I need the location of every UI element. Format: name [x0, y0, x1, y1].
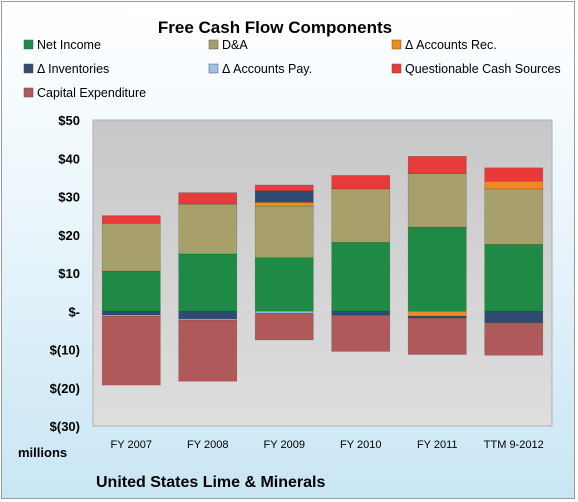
bar-segment-d-a [331, 188, 391, 243]
x-tick-label: FY 2009 [264, 439, 305, 451]
chart-title: Free Cash Flow Components [158, 18, 392, 37]
bar-segment-d-a [254, 205, 314, 259]
bar-segment-d-a [407, 173, 467, 228]
bar-segment-inventories [101, 310, 161, 316]
y-tick-label: $- [68, 304, 80, 319]
legend-label-accounts-pay: Δ Accounts Pay. [222, 62, 312, 76]
y-tick-label: $20 [58, 228, 80, 243]
legend-swatch-net-income [23, 39, 34, 50]
y-tick-label: $50 [58, 113, 80, 128]
bar-segment-questionable-cash-sources [254, 184, 314, 192]
legend-swatch-accounts-pay [208, 63, 219, 74]
x-axis: FY 2007 FY 2008 FY 2009 FY 2010 FY 2011 TTM 9… [111, 439, 544, 451]
y-tick-label: $(10) [50, 343, 80, 358]
bar-segment-d-a [178, 203, 238, 255]
bar-segment-capital-expenditure [331, 314, 391, 352]
unit-label: millions [18, 445, 67, 460]
bar-segment-questionable-cash-sources [407, 156, 467, 174]
x-tick-label: FY 2008 [187, 439, 228, 451]
x-tick-label: FY 2010 [340, 439, 381, 451]
legend-label-capital-expenditure: Capital Expenditure [37, 86, 146, 100]
legend-label-net-income: Net Income [37, 38, 101, 52]
legend-swatch-questionable-cash-sources [391, 63, 402, 74]
y-axis: $(30) $(20) $(10) $- $10 $20 $30 $40 $50 [50, 113, 80, 434]
y-tick-label: $40 [58, 151, 80, 166]
bar-segment-capital-expenditure [484, 322, 544, 356]
bar-segment-capital-expenditure [407, 317, 467, 355]
x-tick-label: TTM 9-2012 [484, 439, 544, 451]
bar-segment-capital-expenditure [254, 312, 314, 341]
bar-segment-net-income [101, 270, 161, 312]
bar-segment-net-income [407, 226, 467, 312]
bars [101, 156, 544, 386]
bar-segment-questionable-cash-sources [331, 175, 391, 190]
legend: Net Income D&A Δ Accounts Rec. Δ Inventorie… [23, 38, 561, 100]
legend-swatch-accounts-rec [391, 39, 402, 50]
y-tick-label: $10 [58, 266, 80, 281]
legend-swatch-d-a [208, 39, 219, 50]
legend-label-d-a: D&A [222, 38, 248, 52]
bar-segment-d-a [101, 222, 161, 272]
x-tick-label: FY 2011 [417, 439, 458, 451]
bar-segment-accounts-rec [254, 201, 314, 207]
legend-label-inventories: Δ Inventories [37, 62, 109, 76]
bar-segment-net-income [484, 244, 544, 312]
bar-segment-questionable-cash-sources [178, 192, 238, 205]
bar-segment-capital-expenditure [178, 319, 238, 382]
plot-area [92, 119, 553, 427]
y-tick-label: $(20) [50, 381, 80, 396]
bar-segment-net-income [178, 253, 238, 312]
y-tick-label: $30 [58, 190, 80, 205]
bar-segment-accounts-rec [484, 180, 544, 190]
legend-swatch-inventories [23, 63, 34, 74]
bar-segment-capital-expenditure [101, 315, 161, 386]
legend-label-questionable-cash-sources: Questionable Cash Sources [405, 62, 561, 76]
company-name: United States Lime & Minerals [96, 474, 325, 491]
bar-segment-questionable-cash-sources [101, 215, 161, 224]
bar-segment-net-income [331, 242, 391, 312]
bar-segment-inventories [331, 310, 391, 316]
bar-segment-net-income [254, 257, 314, 312]
bar-segment-questionable-cash-sources [484, 167, 544, 182]
legend-label-accounts-rec: Δ Accounts Rec. [405, 38, 497, 52]
bar-segment-inventories [178, 310, 238, 320]
x-tick-label: FY 2007 [111, 439, 152, 451]
legend-swatch-capital-expenditure [23, 87, 34, 98]
bar-segment-d-a [484, 188, 544, 245]
bar-segment-inventories [254, 190, 314, 203]
bar-segment-inventories [484, 310, 544, 324]
bar-segment-accounts-rec [407, 310, 467, 317]
y-tick-label: $(30) [50, 419, 80, 434]
